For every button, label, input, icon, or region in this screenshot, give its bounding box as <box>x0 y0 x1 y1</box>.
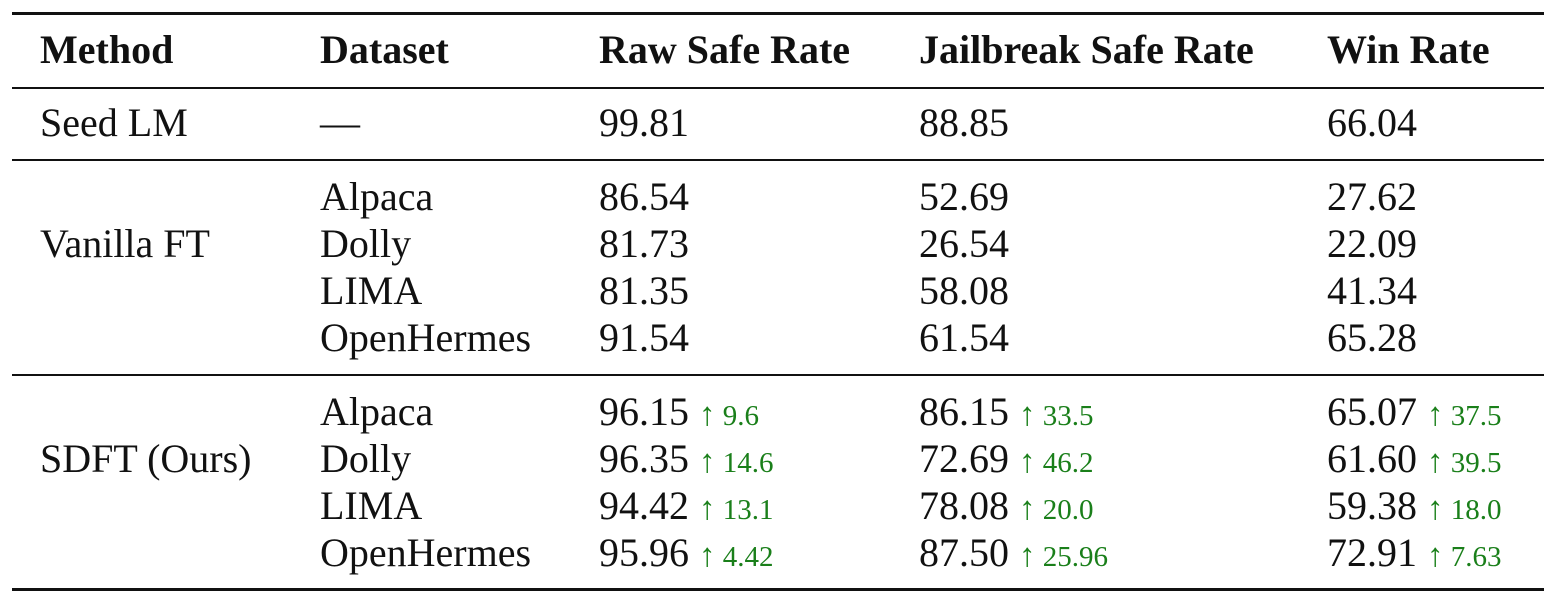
vanilla-raw: 81.73 <box>599 221 689 266</box>
improvement-delta: ↑ 9.6 <box>699 397 759 433</box>
results-table: Method Dataset Raw Safe Rate Jailbreak S… <box>12 0 1544 606</box>
header-win-rate: Win Rate <box>1327 27 1490 72</box>
up-arrow-icon: ↑ <box>1019 444 1036 480</box>
bottom-rule <box>12 588 1544 591</box>
vanilla-jailbreak: 61.54 <box>919 315 1009 360</box>
sdft-win-cell: 61.60 ↑ 39.5 <box>1327 436 1502 486</box>
sdft-raw-cell: 95.96 ↑ 4.42 <box>599 530 774 580</box>
vanilla-win: 22.09 <box>1327 221 1417 266</box>
vanilla-win: 27.62 <box>1327 174 1417 219</box>
improvement-delta: ↑ 4.42 <box>699 538 774 574</box>
improvement-delta: ↑ 37.5 <box>1427 397 1502 433</box>
delta-value: 18.0 <box>1450 494 1502 526</box>
sdft-win: 65.07 <box>1327 389 1417 434</box>
seed-rule <box>12 159 1544 161</box>
vanilla-dataset: LIMA <box>320 268 423 313</box>
sdft-win: 72.91 <box>1327 530 1417 575</box>
up-arrow-icon: ↑ <box>1427 397 1444 433</box>
delta-value: 33.5 <box>1042 400 1094 432</box>
sdft-win: 59.38 <box>1327 483 1417 528</box>
improvement-delta: ↑ 46.2 <box>1019 444 1094 480</box>
seed-jailbreak: 88.85 <box>919 100 1009 145</box>
improvement-delta: ↑ 20.0 <box>1019 491 1094 527</box>
sdft-jailbreak: 72.69 <box>919 436 1009 481</box>
up-arrow-icon: ↑ <box>1427 444 1444 480</box>
up-arrow-icon: ↑ <box>1427 491 1444 527</box>
sdft-dataset: Alpaca <box>320 389 434 434</box>
sdft-raw: 95.96 <box>599 530 689 575</box>
top-rule <box>12 12 1544 15</box>
header-jailbreak-safe-rate: Jailbreak Safe Rate <box>919 27 1254 72</box>
sdft-win-cell: 72.91 ↑ 7.63 <box>1327 530 1502 580</box>
delta-value: 37.5 <box>1450 400 1502 432</box>
sdft-jailbreak-cell: 78.08 ↑ 20.0 <box>919 483 1094 533</box>
seed-method: Seed LM <box>40 100 188 145</box>
vanilla-jailbreak: 26.54 <box>919 221 1009 266</box>
vanilla-dataset: OpenHermes <box>320 315 532 360</box>
delta-value: 20.0 <box>1042 494 1094 526</box>
sdft-jailbreak-cell: 87.50 ↑ 25.96 <box>919 530 1108 580</box>
sdft-dataset: Dolly <box>320 436 412 481</box>
vanilla-rule <box>12 374 1544 376</box>
up-arrow-icon: ↑ <box>1427 538 1444 574</box>
sdft-dataset: OpenHermes <box>320 530 532 575</box>
header-raw-safe-rate: Raw Safe Rate <box>599 27 851 72</box>
vanilla-jailbreak: 58.08 <box>919 268 1009 313</box>
sdft-jailbreak-cell: 86.15 ↑ 33.5 <box>919 389 1094 439</box>
sdft-method: SDFT (Ours) <box>40 436 252 481</box>
vanilla-jailbreak: 52.69 <box>919 174 1009 219</box>
vanilla-raw: 86.54 <box>599 174 689 219</box>
sdft-raw: 96.15 <box>599 389 689 434</box>
sdft-raw: 94.42 <box>599 483 689 528</box>
improvement-delta: ↑ 13.1 <box>699 491 774 527</box>
delta-value: 39.5 <box>1450 447 1502 479</box>
delta-value: 14.6 <box>722 447 774 479</box>
improvement-delta: ↑ 25.96 <box>1019 538 1108 574</box>
header-method: Method <box>40 27 174 72</box>
up-arrow-icon: ↑ <box>1019 491 1036 527</box>
header-rule <box>12 87 1544 89</box>
up-arrow-icon: ↑ <box>699 538 716 574</box>
delta-value: 7.63 <box>1450 541 1502 573</box>
vanilla-raw: 91.54 <box>599 315 689 360</box>
up-arrow-icon: ↑ <box>1019 397 1036 433</box>
up-arrow-icon: ↑ <box>1019 538 1036 574</box>
delta-value: 9.6 <box>722 400 759 432</box>
sdft-jailbreak: 86.15 <box>919 389 1009 434</box>
improvement-delta: ↑ 18.0 <box>1427 491 1502 527</box>
vanilla-win: 41.34 <box>1327 268 1417 313</box>
seed-win: 66.04 <box>1327 100 1417 145</box>
sdft-jailbreak: 78.08 <box>919 483 1009 528</box>
seed-raw: 99.81 <box>599 100 689 145</box>
sdft-raw-cell: 96.35 ↑ 14.6 <box>599 436 774 486</box>
vanilla-win: 65.28 <box>1327 315 1417 360</box>
improvement-delta: ↑ 7.63 <box>1427 538 1502 574</box>
sdft-raw-cell: 96.15 ↑ 9.6 <box>599 389 759 439</box>
improvement-delta: ↑ 14.6 <box>699 444 774 480</box>
delta-value: 46.2 <box>1042 447 1094 479</box>
vanilla-dataset: Dolly <box>320 221 412 266</box>
sdft-win: 61.60 <box>1327 436 1417 481</box>
vanilla-dataset: Alpaca <box>320 174 434 219</box>
header-dataset: Dataset <box>320 27 449 72</box>
sdft-win-cell: 65.07 ↑ 37.5 <box>1327 389 1502 439</box>
sdft-jailbreak-cell: 72.69 ↑ 46.2 <box>919 436 1094 486</box>
improvement-delta: ↑ 33.5 <box>1019 397 1094 433</box>
up-arrow-icon: ↑ <box>699 491 716 527</box>
sdft-dataset: LIMA <box>320 483 423 528</box>
improvement-delta: ↑ 39.5 <box>1427 444 1502 480</box>
vanilla-raw: 81.35 <box>599 268 689 313</box>
delta-value: 25.96 <box>1042 541 1108 573</box>
delta-value: 4.42 <box>722 541 774 573</box>
sdft-jailbreak: 87.50 <box>919 530 1009 575</box>
sdft-win-cell: 59.38 ↑ 18.0 <box>1327 483 1502 533</box>
sdft-raw: 96.35 <box>599 436 689 481</box>
up-arrow-icon: ↑ <box>699 444 716 480</box>
seed-dataset: — <box>320 100 360 145</box>
vanilla-method: Vanilla FT <box>40 221 210 266</box>
delta-value: 13.1 <box>722 494 774 526</box>
up-arrow-icon: ↑ <box>699 397 716 433</box>
sdft-raw-cell: 94.42 ↑ 13.1 <box>599 483 774 533</box>
